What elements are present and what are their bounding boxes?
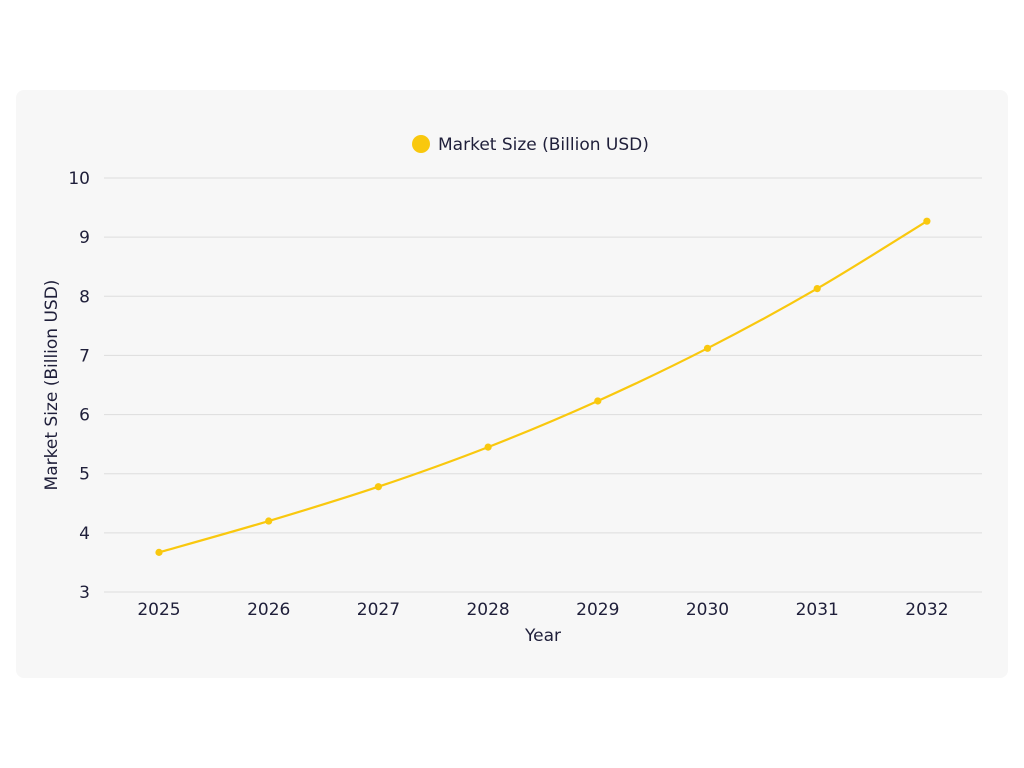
x-axis-ticks: 2025 2026 2027 2028 2029 2030 2031 2032: [137, 600, 948, 620]
grid-lines: [104, 177, 982, 593]
y-tick-label: 7: [79, 346, 90, 366]
y-tick-label: 4: [79, 524, 90, 544]
data-point[interactable]: [155, 548, 163, 556]
data-point[interactable]: [703, 344, 712, 352]
chart-panel: [16, 90, 1008, 678]
series-line: [158, 220, 928, 554]
data-point[interactable]: [923, 217, 931, 225]
x-tick-label: 2025: [137, 600, 180, 620]
data-point[interactable]: [374, 483, 382, 491]
x-tick-label: 2028: [466, 600, 509, 620]
y-tick-label: 9: [79, 228, 90, 248]
x-tick-label: 2026: [247, 600, 290, 620]
y-tick-label: 8: [79, 287, 90, 307]
x-tick-label: 2027: [357, 600, 400, 620]
data-point[interactable]: [265, 517, 273, 525]
x-axis-title: Year: [524, 626, 561, 646]
x-tick-label: 2030: [686, 600, 729, 620]
y-tick-label: 6: [79, 406, 90, 426]
y-axis-title: Market Size (Billion USD): [42, 280, 62, 491]
data-point[interactable]: [484, 443, 492, 451]
y-tick-label: 3: [79, 583, 90, 603]
legend-label: Market Size (Billion USD): [438, 135, 649, 155]
y-tick-label: 5: [79, 465, 90, 485]
series-layer: [155, 217, 931, 556]
x-tick-label: 2032: [905, 600, 948, 620]
legend[interactable]: Market Size (Billion USD): [412, 135, 649, 155]
x-tick-label: 2031: [796, 600, 839, 620]
x-tick-label: 2029: [576, 600, 619, 620]
y-axis-ticks: 3 4 5 6 7 8 9 10: [68, 169, 90, 603]
data-point[interactable]: [594, 397, 602, 405]
legend-marker: [412, 135, 430, 153]
y-tick-label: 10: [68, 169, 90, 189]
data-point[interactable]: [813, 284, 821, 293]
